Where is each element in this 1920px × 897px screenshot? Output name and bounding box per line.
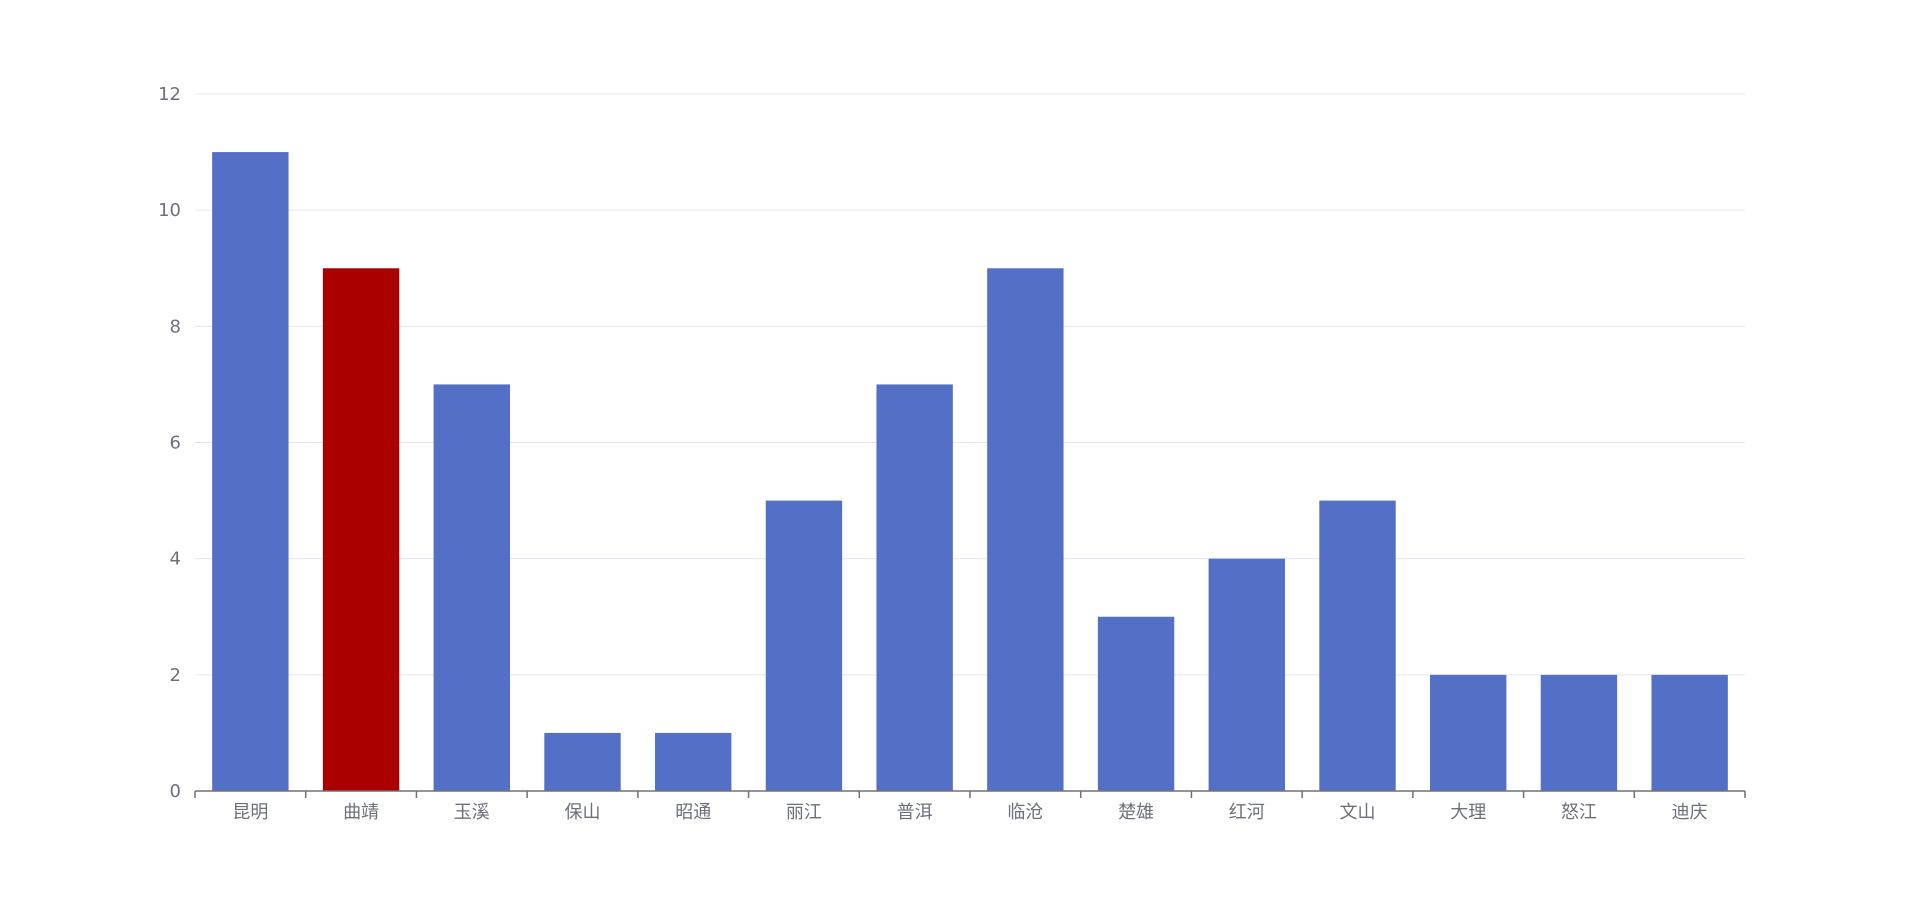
y-tick-label: 10 [158,200,181,221]
x-tick-label: 文山 [1340,802,1376,823]
x-tick-label: 怒江 [1561,802,1597,823]
x-tick-label: 昭通 [675,802,711,823]
bar-8[interactable] [1097,616,1175,791]
x-tick-label: 保山 [565,802,601,823]
y-tick-label: 2 [170,665,181,686]
x-tick-label: 迪庆 [1672,802,1708,823]
y-tick-label: 0 [170,781,181,802]
y-tick-label: 8 [170,316,181,337]
x-tick-label: 楚雄 [1118,802,1154,823]
x-tick-label: 普洱 [897,802,933,823]
x-tick-label: 昆明 [232,802,268,823]
bar-2[interactable] [433,384,510,791]
bar-3[interactable] [544,732,621,791]
x-axis-labels: 昆明 曲靖 玉溪 保山 昭通 丽江 普洱 临沧 楚雄 红河 文山 大理 怒江 迪庆 [232,802,1707,823]
y-tick-label: 6 [170,433,181,454]
x-tick-label: 大理 [1450,802,1486,823]
bar-5[interactable] [765,500,843,791]
x-tick-label: 临沧 [1007,802,1043,823]
bar-9[interactable] [1208,558,1285,791]
bar-1[interactable] [322,268,400,791]
bar-13[interactable] [1651,674,1728,791]
x-tick-label: 红河 [1229,802,1265,823]
x-axis [194,790,1746,798]
bar-11[interactable] [1430,674,1507,791]
grid-lines [195,93,1745,676]
bar-6[interactable] [876,384,953,791]
y-tick-label: 4 [170,549,181,570]
y-axis-ticks: 0 2 4 6 8 10 12 [158,84,181,802]
bar-10[interactable] [1319,500,1396,791]
bar-0[interactable] [212,152,289,792]
x-tick-label: 玉溪 [454,802,490,823]
bar-4[interactable] [655,732,732,791]
bars [212,152,1728,792]
bar-7[interactable] [987,268,1064,791]
x-tick-label: 丽江 [786,802,822,823]
y-tick-label: 12 [158,84,181,105]
x-tick-label: 曲靖 [343,802,379,823]
bar-12[interactable] [1540,674,1618,791]
